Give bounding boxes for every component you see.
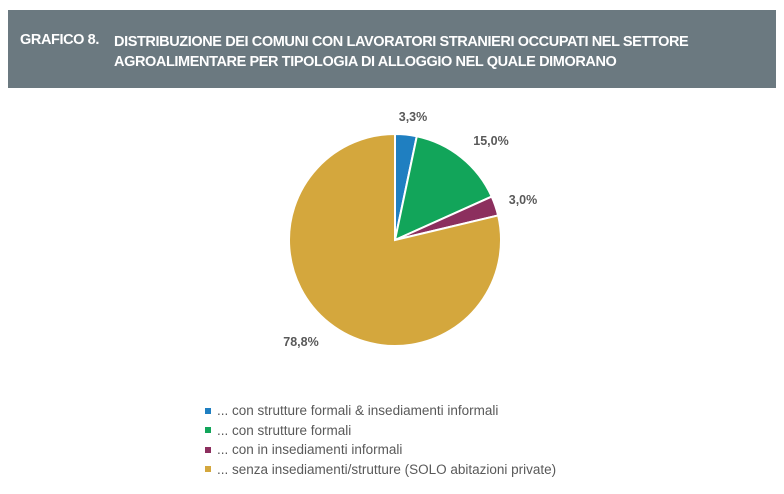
legend: ... con strutture formali & insediamenti… (205, 401, 556, 479)
legend-item: ... con in insediamenti informali (205, 440, 556, 460)
data-label: 3,3% (399, 110, 428, 124)
legend-label: ... con in insediamenti informali (217, 442, 403, 458)
data-label: 78,8% (283, 335, 318, 349)
pie-slice (393, 135, 494, 242)
legend-swatch (205, 427, 211, 434)
chart-title: DISTRIBUZIONE DEI COMUNI CON LAVORATORI … (114, 32, 689, 72)
legend-label: ... senza insediamenti/strutture (SOLO a… (217, 461, 557, 477)
chart-header: GRAFICO 8. DISTRIBUZIONE DEI COMUNI CON … (8, 10, 776, 88)
legend-label: ... con strutture formali (217, 422, 352, 438)
title-line-1: DISTRIBUZIONE DEI COMUNI CON LAVORATORI … (114, 34, 689, 50)
legend-item: ... con strutture formali (205, 421, 556, 441)
legend-label: ... con strutture formali & insediamenti… (217, 403, 499, 419)
data-label: 3,0% (509, 193, 538, 207)
pie-slice (288, 132, 502, 347)
data-label: 15,0% (473, 134, 508, 148)
chart-number: GRAFICO 8. (20, 32, 99, 48)
legend-swatch (205, 407, 211, 414)
title-line-2: AGROALIMENTARE PER TIPOLOGIA DI ALLOGGIO… (114, 54, 617, 70)
legend-item: ... con strutture formali & insediamenti… (205, 401, 556, 421)
legend-swatch (205, 446, 211, 453)
legend-swatch (205, 466, 211, 473)
legend-item: ... senza insediamenti/strutture (SOLO a… (205, 460, 556, 480)
